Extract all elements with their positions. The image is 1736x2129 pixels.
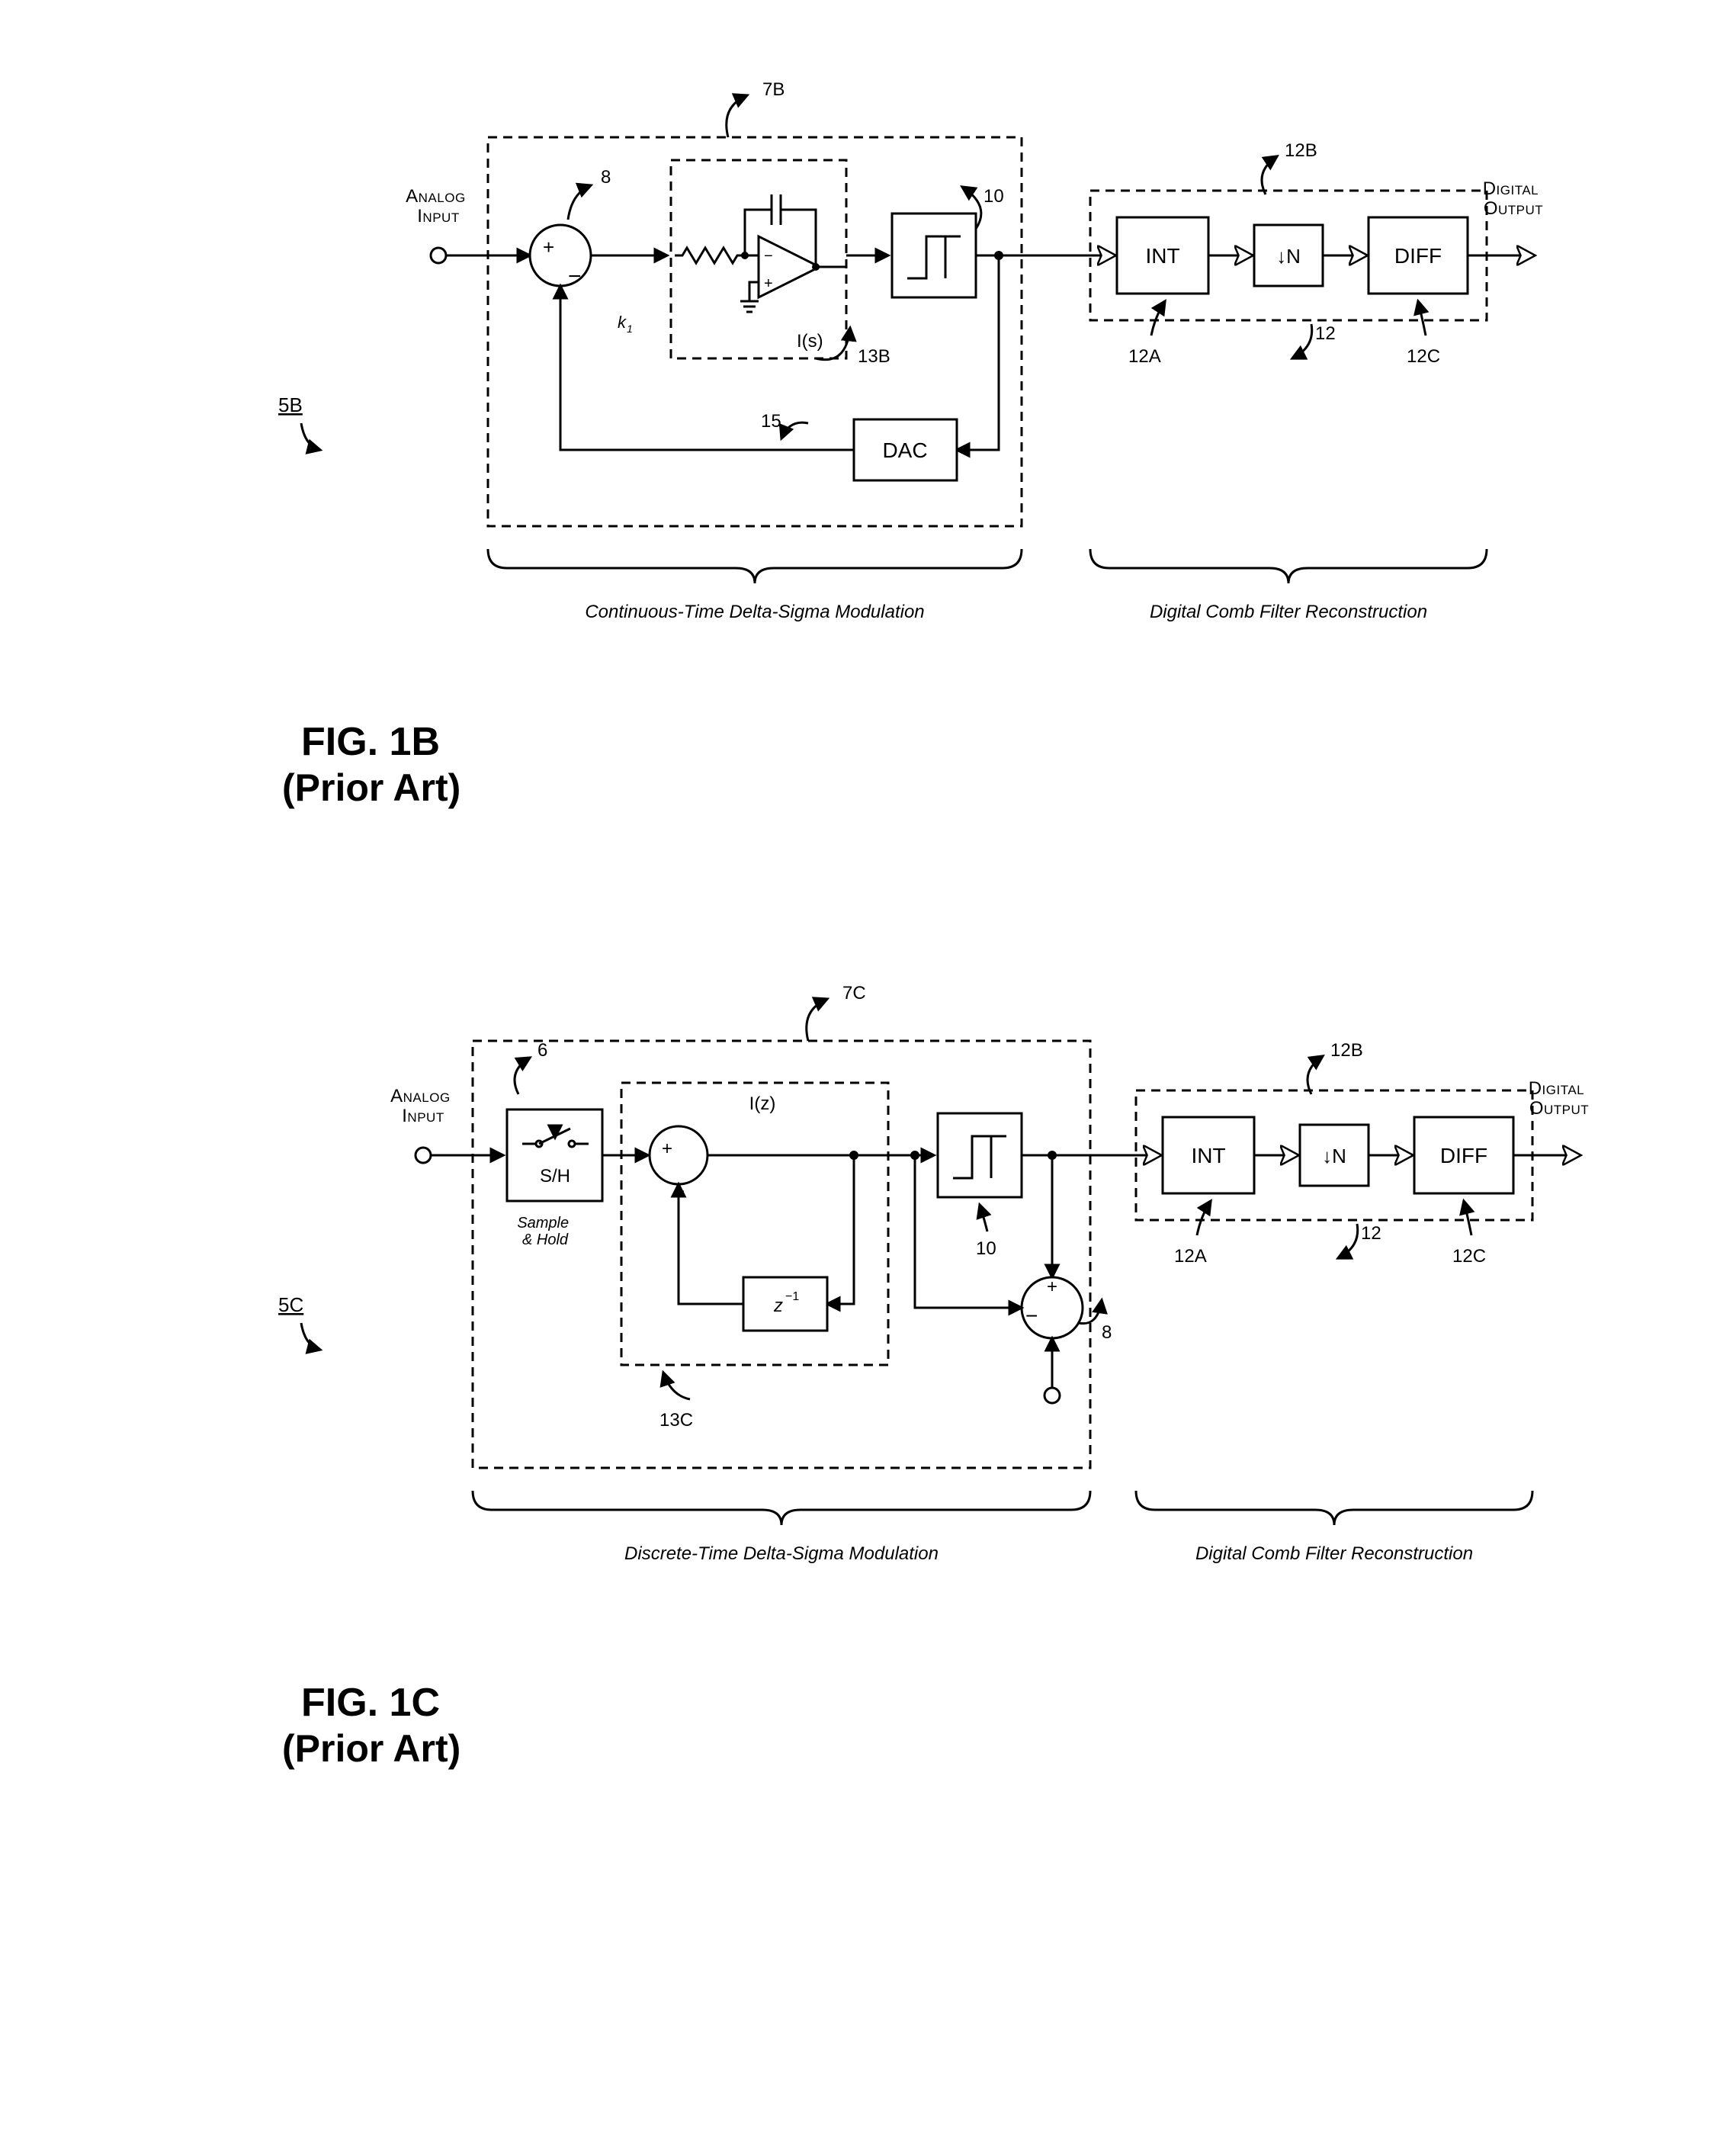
zinv-block (743, 1277, 827, 1331)
quantizer-10-c (938, 1113, 1022, 1197)
quantizer-10-b (892, 214, 976, 297)
ref-12a-c: 12A (1174, 1246, 1207, 1267)
Is-label: I(s) (797, 331, 823, 352)
analog-input-label-b: Analog Input (406, 186, 471, 226)
plus-c: + (1047, 1276, 1057, 1297)
ref-7c: 7C (842, 983, 866, 1003)
fig-b-id: 5B (278, 393, 303, 416)
diagram-canvas: 5B Analog Input 7B Continuous-Time Delta… (0, 0, 1736, 2129)
ref-12c-b: 12C (1407, 346, 1440, 367)
sh-label: S/H (540, 1166, 570, 1187)
fig-b-title: FIG. 1B (301, 720, 440, 764)
svg-text:+: + (662, 1138, 672, 1159)
ref-6: 6 (537, 1040, 547, 1061)
ref-15: 15 (761, 411, 781, 432)
modulator-7c (473, 1041, 1090, 1468)
minus-sign: − (568, 264, 582, 289)
ref-12c-c: 12C (1452, 1246, 1486, 1267)
z-label: z (773, 1296, 783, 1316)
comb-caption-c: Digital Comb Filter Reconstruction (1195, 1543, 1473, 1564)
ref-10-c: 10 (976, 1238, 996, 1259)
plus-sign: + (543, 236, 554, 258)
summer-8-b: + − 8 (530, 167, 611, 289)
Iz-label: I(z) (749, 1093, 776, 1114)
diff-label-b: DIFF (1394, 244, 1442, 268)
k1-sub: 1 (627, 323, 633, 335)
ref-13b: 13B (858, 346, 890, 367)
digital-output-label-c: Digital Output (1529, 1078, 1590, 1119)
int-label-b: INT (1145, 244, 1179, 268)
analog-input-label-c: Analog Input (390, 1086, 456, 1126)
ref-13c: 13C (659, 1410, 693, 1431)
ref-12b-c: 12B (1330, 1040, 1363, 1061)
svg-text:−: − (764, 248, 773, 265)
ref-12-c: 12 (1361, 1223, 1381, 1244)
int-label-c: INT (1191, 1144, 1225, 1167)
k1-label: k (618, 313, 627, 332)
fig-1b: 5B Analog Input 7B Continuous-Time Delta… (278, 79, 1544, 809)
mod-caption-b: Continuous-Time Delta-Sigma Modulation (585, 602, 924, 622)
ref-12a-b: 12A (1128, 346, 1161, 367)
ref-8-b: 8 (601, 167, 611, 188)
fig-c-subtitle: (Prior Art) (282, 1727, 460, 1770)
diff-label-c: DIFF (1440, 1144, 1487, 1167)
minus-c: − (1025, 1304, 1038, 1328)
sh-block (507, 1109, 602, 1201)
fig-c-id: 5C (278, 1293, 303, 1316)
fig-c-title: FIG. 1C (301, 1681, 440, 1725)
ref-12b-b: 12B (1285, 140, 1317, 161)
ref-12-b: 12 (1315, 323, 1336, 344)
opamp-icon: − + (675, 194, 846, 312)
down-label-b: ↓N (1276, 245, 1301, 268)
comb-caption-b: Digital Comb Filter Reconstruction (1150, 602, 1427, 622)
iz-summer (650, 1126, 708, 1184)
mod-caption-c: Discrete-Time Delta-Sigma Modulation (624, 1543, 939, 1564)
digital-output-label-b: Digital Output (1483, 178, 1545, 219)
z-exp: −1 (785, 1290, 799, 1303)
ref-8-c: 8 (1102, 1322, 1112, 1343)
fig-b-subtitle: (Prior Art) (282, 766, 460, 809)
fig-1c: 5C Analog Input 7C Discrete-Time Delta-S… (278, 983, 1590, 1770)
ref-10-b: 10 (984, 186, 1004, 207)
ref-7b: 7B (762, 79, 785, 100)
svg-text:+: + (764, 275, 773, 292)
dac-label: DAC (882, 438, 927, 462)
sh-caption: Sample & Hold (517, 1215, 573, 1248)
down-label-c: ↓N (1322, 1145, 1346, 1167)
